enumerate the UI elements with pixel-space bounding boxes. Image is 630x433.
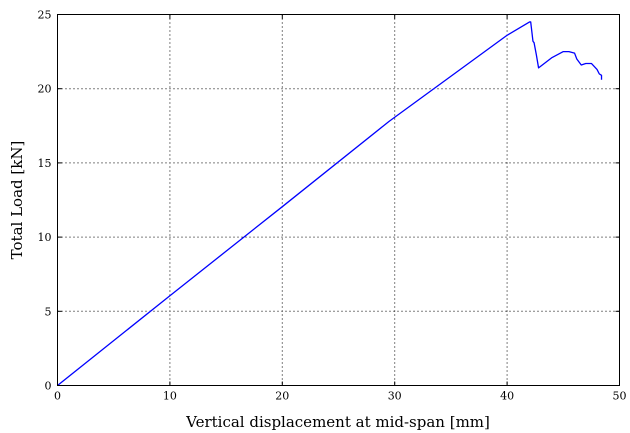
y-tick-label: 25 — [38, 9, 52, 22]
x-tick-label: 30 — [388, 390, 402, 403]
y-tick-label: 15 — [38, 157, 52, 170]
y-tick-label: 10 — [38, 231, 52, 244]
series-layer — [57, 21, 603, 387]
x-tick-label: 50 — [613, 390, 627, 403]
grid — [57, 14, 620, 386]
tick-labels: 0 10 20 30 40 50 0 5 10 15 20 25 — [38, 9, 627, 403]
y-tick-label: 20 — [38, 83, 52, 96]
axis-ticks — [57, 14, 620, 386]
x-tick-label: 40 — [500, 390, 514, 403]
x-tick-label: 20 — [275, 390, 289, 403]
series-line-0 — [57, 21, 603, 387]
y-tick-label: 0 — [45, 380, 52, 393]
x-tick-label: 10 — [163, 390, 177, 403]
x-axis-label: Vertical displacement at mid-span [mm] — [185, 413, 490, 431]
y-axis-label: Total Load [kN] — [8, 141, 26, 260]
y-tick-label: 5 — [45, 305, 52, 318]
plot-frame — [57, 14, 620, 386]
x-tick-label: 0 — [54, 390, 61, 403]
